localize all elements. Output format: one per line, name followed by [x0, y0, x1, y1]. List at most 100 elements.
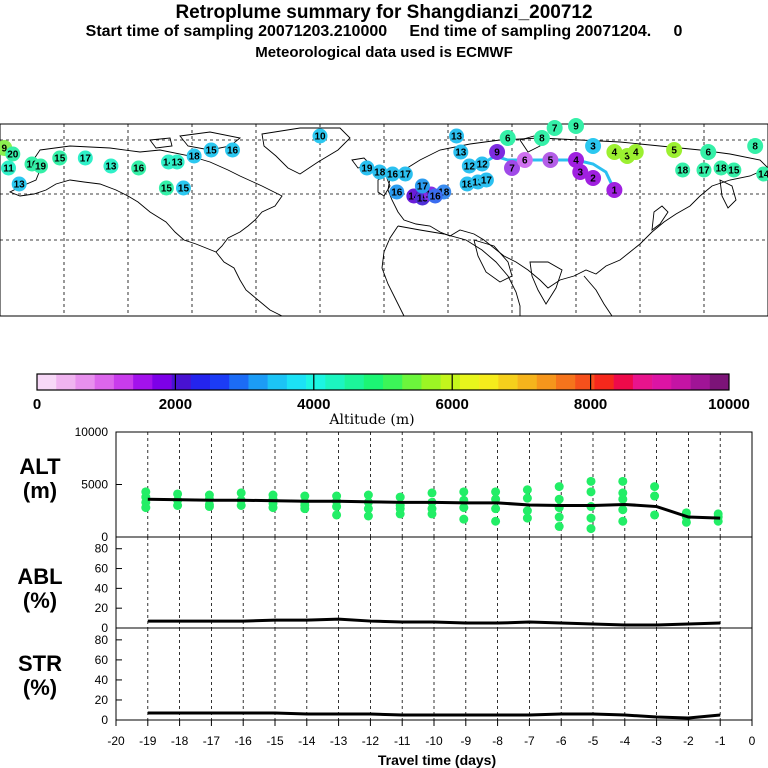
- x-axis-label: Travel time (days): [378, 752, 496, 768]
- trajectory-point: [414, 178, 430, 194]
- sampling-time-line: Start time of sampling 20071203.210000 E…: [85, 23, 683, 40]
- x-tick-label: -1: [715, 734, 726, 748]
- x-tick-label: -13: [330, 734, 348, 748]
- trajectory-point: [5, 146, 21, 162]
- trajectory-point: [478, 172, 494, 188]
- trajectory-point: [499, 130, 516, 146]
- panel-unit: (%): [23, 588, 57, 613]
- colorbar-frame: [36, 373, 730, 391]
- altitude-colorbar: 0 2000 4000 6000 8000 10000 Altitude (m): [33, 373, 750, 428]
- trajectory-point-label: 14: [408, 192, 420, 203]
- colorbar-tick-label: 4000: [297, 396, 330, 413]
- colorbar-title: Altitude (m): [328, 412, 414, 428]
- y-tick-label: 20: [95, 601, 109, 615]
- altitude-point: [363, 504, 373, 514]
- colorbar-cell: [210, 374, 230, 390]
- y-tick-label: 40: [95, 581, 109, 595]
- altitude-point: [395, 492, 405, 502]
- trajectory-point: [169, 154, 185, 170]
- colorbar-cell: [690, 374, 711, 390]
- altitude-point: [427, 509, 437, 519]
- altitude-point: [491, 516, 501, 526]
- trajectory-point-label: 16: [26, 160, 38, 171]
- panel-label: STR: [18, 651, 62, 676]
- trajectory-point-label: 1: [612, 186, 618, 197]
- trajectory-point: [627, 144, 644, 160]
- trajectory-point: [606, 182, 623, 198]
- altitude-point: [173, 501, 183, 510]
- altitude-point: [332, 502, 342, 512]
- trajectory-point: [666, 142, 683, 158]
- trajectory-point: [52, 150, 68, 166]
- colorbar-tick-label: 0: [33, 396, 41, 413]
- y-tick-label: 5000: [81, 478, 108, 492]
- altitude-point: [586, 476, 596, 486]
- colorbar-tick-label: 10000: [708, 396, 750, 413]
- trajectory-point: [546, 120, 563, 136]
- altitude-point: [236, 488, 246, 498]
- trajectory-point-label: 13: [14, 180, 26, 191]
- trajectory-point: [675, 162, 691, 178]
- trajectory-point: [1, 160, 17, 176]
- altitude-point: [522, 506, 532, 516]
- altitude-point: [141, 503, 151, 513]
- trajectory-point-label: 13: [105, 162, 117, 173]
- trajectory-point: [726, 162, 742, 178]
- altitude-point: [522, 513, 532, 523]
- colorbar-cell: [709, 374, 730, 390]
- trajectory-point-label: 9: [494, 148, 500, 159]
- colorbar-cell: [479, 374, 499, 390]
- panel-unit: (%): [23, 675, 57, 700]
- altitude-point: [618, 476, 628, 486]
- x-tick-label: -18: [171, 734, 189, 748]
- trajectory-point: [461, 158, 477, 174]
- x-tick-label: -10: [425, 734, 443, 748]
- colorbar-cell: [383, 374, 403, 390]
- altitude-point: [459, 487, 469, 497]
- median-altitude-line: [147, 497, 721, 520]
- trajectory-point-label: 5: [548, 156, 554, 167]
- altitude-point: [586, 487, 596, 497]
- trajectory-path: [469, 154, 616, 191]
- trajectory-point: [312, 128, 328, 144]
- trajectory-point-label: 13: [455, 148, 467, 159]
- colorbar-cell: [671, 374, 691, 390]
- str-line: [147, 711, 721, 720]
- trajectory-point-label: 19: [35, 162, 47, 173]
- x-tick-label: -4: [619, 734, 630, 748]
- x-tick-label: -14: [298, 734, 316, 748]
- colorbar-tick-label: 2000: [159, 396, 192, 413]
- y-tick-label: 20: [95, 693, 109, 707]
- colorbar-cell: [306, 374, 326, 390]
- y-tick-label: 80: [95, 542, 109, 556]
- trajectory-point-label: 19: [361, 164, 373, 175]
- y-tick-label: 0: [101, 713, 108, 727]
- trajectory-point-label: 14: [163, 158, 175, 169]
- chart-title: Retroplume summary for Shangdianzi_20071…: [175, 2, 593, 23]
- colorbar-cell: [594, 374, 614, 390]
- median-trajectory-line: [469, 154, 616, 191]
- trajectory-point: [606, 144, 623, 160]
- trajectory-point-label: 18: [438, 188, 450, 199]
- x-tick-label: -7: [524, 734, 535, 748]
- panel-str: 0 20 40 60 80 STR(%): [18, 627, 753, 727]
- trajectory-point-label: 8: [539, 134, 545, 145]
- altitude-point: [363, 511, 373, 521]
- trajectory-point-label: 20: [7, 150, 19, 161]
- altitude-point: [554, 494, 564, 504]
- colorbar-cell: [286, 374, 307, 390]
- trajectory-point-label: 17: [417, 182, 429, 193]
- trajectory-point: [568, 118, 584, 134]
- trajectory-point-label: 3: [624, 152, 630, 163]
- altitude-point: [650, 510, 660, 520]
- altitude-point: [618, 516, 628, 526]
- altitude-point: [522, 493, 532, 503]
- altitude-point: [363, 490, 373, 500]
- altitude-point: [300, 491, 310, 501]
- trajectory-point-label: 17: [400, 170, 412, 181]
- altitude-point: [554, 482, 564, 492]
- y-tick-label: 0: [101, 530, 108, 544]
